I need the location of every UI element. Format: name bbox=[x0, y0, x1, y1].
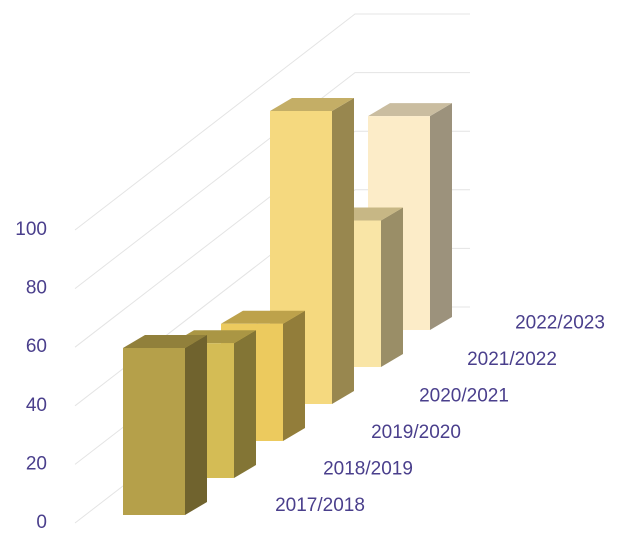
bar-front bbox=[123, 347, 185, 515]
y-tick-label: 40 bbox=[26, 395, 47, 416]
category-label: 2020/2021 bbox=[419, 386, 509, 407]
bar-side bbox=[234, 330, 256, 478]
bar-side bbox=[185, 334, 207, 515]
bar-top bbox=[270, 98, 354, 111]
y-tick-label: 80 bbox=[26, 278, 47, 299]
category-label: 2017/2018 bbox=[275, 495, 365, 516]
bar-side bbox=[381, 207, 403, 367]
bar-top bbox=[221, 310, 305, 324]
category-label: 2021/2022 bbox=[467, 349, 557, 370]
y-tick-label: 0 bbox=[36, 512, 47, 533]
category-label: 2018/2019 bbox=[323, 459, 413, 480]
y-tick-label: 100 bbox=[15, 219, 47, 240]
grid-line bbox=[74, 72, 470, 289]
grid-line bbox=[74, 13, 470, 231]
y-tick-label: 60 bbox=[26, 336, 47, 357]
bar bbox=[123, 334, 207, 515]
bar-side bbox=[332, 98, 354, 404]
category-label: 2019/2020 bbox=[371, 422, 461, 443]
y-tick-label: 20 bbox=[26, 453, 47, 474]
bar-top bbox=[123, 334, 207, 348]
bar-side bbox=[283, 310, 305, 441]
category-label: 2022/2023 bbox=[515, 313, 605, 334]
bar-side bbox=[430, 103, 452, 330]
bar-top bbox=[368, 103, 452, 117]
